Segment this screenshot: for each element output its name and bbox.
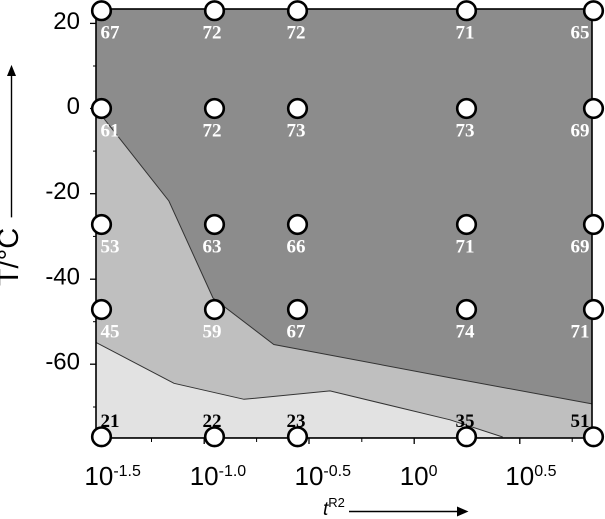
svg-text:21: 21 (101, 411, 120, 432)
svg-text:-40: -40 (45, 264, 80, 291)
svg-text:71: 71 (456, 23, 475, 44)
svg-text:65: 65 (571, 23, 590, 44)
svg-text:53: 53 (101, 237, 120, 258)
svg-text:73: 73 (456, 121, 475, 142)
svg-text:51: 51 (571, 411, 590, 432)
svg-text:67: 67 (101, 23, 121, 44)
svg-text:59: 59 (203, 322, 222, 343)
svg-text:73: 73 (287, 121, 306, 142)
svg-text:67: 67 (287, 322, 307, 343)
svg-text:63: 63 (203, 237, 222, 258)
svg-text:22: 22 (203, 411, 222, 432)
svg-text:69: 69 (571, 121, 590, 142)
svg-text:0: 0 (67, 93, 80, 120)
svg-text:20: 20 (53, 8, 80, 35)
svg-text:23: 23 (287, 411, 306, 432)
svg-text:T/°C: T/°C (0, 228, 25, 286)
svg-text:72: 72 (203, 121, 222, 142)
svg-text:71: 71 (571, 322, 590, 343)
svg-text:-60: -60 (45, 349, 80, 376)
svg-text:71: 71 (456, 237, 475, 258)
svg-text:61: 61 (101, 121, 120, 142)
svg-text:45: 45 (101, 322, 120, 343)
svg-text:35: 35 (456, 411, 475, 432)
svg-text:72: 72 (287, 23, 306, 44)
svg-text:69: 69 (571, 237, 590, 258)
svg-text:74: 74 (456, 322, 476, 343)
svg-text:66: 66 (287, 237, 306, 258)
svg-text:72: 72 (203, 23, 222, 44)
svg-text:-20: -20 (45, 178, 80, 205)
